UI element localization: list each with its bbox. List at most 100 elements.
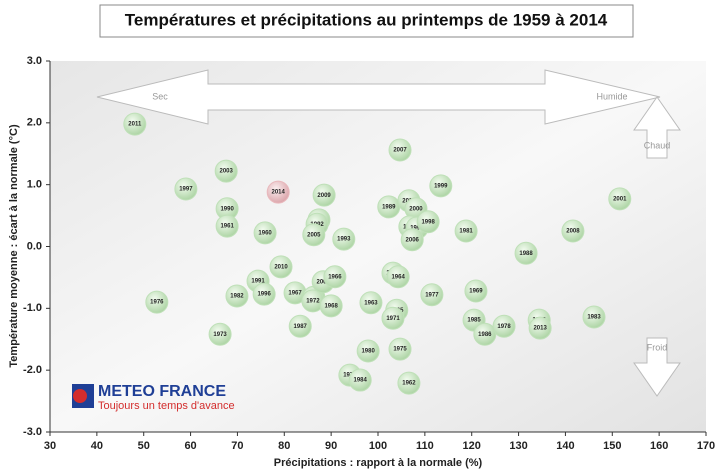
point-label: 1987 bbox=[294, 324, 308, 330]
bubble bbox=[302, 223, 326, 247]
point-label: 1966 bbox=[328, 274, 342, 280]
y-tick-label: -2.0 bbox=[23, 364, 42, 376]
y-tick-label: 3.0 bbox=[27, 55, 42, 67]
x-tick-label: 120 bbox=[463, 440, 481, 452]
point-label: 2004 bbox=[316, 279, 330, 285]
bubble bbox=[514, 241, 538, 265]
logo: METEO FRANCE Toujours un temps d'avance bbox=[72, 383, 235, 412]
bubble bbox=[123, 112, 147, 136]
point-label: 1978 bbox=[497, 324, 511, 330]
y-tick-label: 2.0 bbox=[27, 117, 42, 129]
point-label: 1968 bbox=[324, 303, 338, 309]
point-label: 2007 bbox=[393, 148, 407, 154]
point-label: 1960 bbox=[258, 230, 272, 236]
bubble bbox=[312, 183, 336, 207]
bubble bbox=[420, 283, 444, 307]
bubble bbox=[454, 219, 478, 243]
logo-icon bbox=[73, 389, 87, 403]
arrow-up bbox=[633, 96, 681, 159]
point-label: 1989 bbox=[382, 205, 396, 211]
chart-title: Températures et précipitations au printe… bbox=[125, 10, 608, 29]
point-label: 1996 bbox=[257, 292, 271, 298]
arrow-down bbox=[633, 337, 681, 397]
bubble bbox=[400, 228, 424, 252]
point-label: 1964 bbox=[391, 274, 405, 280]
annotation: Sec bbox=[152, 91, 168, 101]
point-label: 1962 bbox=[402, 381, 416, 387]
bubble bbox=[214, 159, 238, 183]
y-axis-label: Température moyenne : écart à la normale… bbox=[8, 124, 20, 368]
point-label: 1980 bbox=[361, 349, 375, 355]
point-label: 1971 bbox=[386, 316, 400, 322]
bubble bbox=[266, 180, 290, 204]
point-label: 1977 bbox=[425, 292, 439, 298]
point-label: 2006 bbox=[406, 237, 420, 243]
bubble bbox=[215, 214, 239, 238]
point-label: 1967 bbox=[288, 290, 302, 296]
bubble bbox=[359, 291, 383, 315]
bubble bbox=[528, 316, 552, 340]
bubble bbox=[253, 221, 277, 245]
annotation: Humide bbox=[596, 91, 627, 101]
bubble bbox=[416, 210, 440, 234]
point-label: 1981 bbox=[459, 229, 473, 235]
bubble bbox=[388, 138, 412, 162]
bubble bbox=[492, 314, 516, 338]
point-label: 2008 bbox=[566, 229, 580, 235]
bubble bbox=[464, 279, 488, 303]
arrow-horizontal bbox=[96, 69, 661, 125]
logo-name: METEO FRANCE bbox=[98, 383, 226, 400]
bubble bbox=[208, 322, 232, 346]
x-tick-label: 50 bbox=[138, 440, 150, 452]
x-tick-label: 80 bbox=[278, 440, 290, 452]
x-tick-label: 160 bbox=[650, 440, 668, 452]
point-label: 1972 bbox=[306, 298, 320, 304]
point-label: 2003 bbox=[220, 169, 234, 175]
point-label: 1985 bbox=[467, 318, 481, 324]
x-tick-label: 90 bbox=[325, 440, 337, 452]
bubble bbox=[561, 219, 585, 243]
bubble bbox=[174, 177, 198, 201]
x-tick-label: 60 bbox=[184, 440, 196, 452]
x-tick-label: 70 bbox=[231, 440, 243, 452]
bubble bbox=[386, 265, 410, 289]
x-tick-label: 150 bbox=[603, 440, 621, 452]
point-label: 1963 bbox=[364, 300, 378, 306]
y-tick-label: 1.0 bbox=[27, 179, 42, 191]
bubble bbox=[252, 282, 276, 306]
point-label: 2013 bbox=[533, 326, 547, 332]
plot-area bbox=[50, 61, 706, 432]
x-tick-label: 110 bbox=[416, 440, 434, 452]
point-label: 1969 bbox=[469, 289, 483, 295]
point-label: 1975 bbox=[393, 347, 407, 353]
bubble bbox=[145, 290, 169, 314]
point-label: 1973 bbox=[213, 332, 227, 338]
y-tick-label: 0.0 bbox=[27, 240, 42, 252]
point-label: 1988 bbox=[519, 251, 533, 257]
bubble bbox=[288, 314, 312, 338]
x-tick-label: 170 bbox=[697, 440, 715, 452]
x-tick-label: 100 bbox=[369, 440, 387, 452]
point-label: 1993 bbox=[337, 237, 351, 243]
point-label: 1961 bbox=[220, 224, 234, 230]
arrows bbox=[96, 69, 681, 397]
point-label: 2011 bbox=[128, 122, 142, 128]
point-label: 2010 bbox=[274, 264, 288, 270]
x-tick-label: 40 bbox=[91, 440, 103, 452]
point-label: 1983 bbox=[587, 315, 601, 321]
point-label: 2000 bbox=[409, 206, 423, 212]
bubble bbox=[582, 305, 606, 329]
bubble bbox=[348, 368, 372, 392]
x-tick-label: 140 bbox=[556, 440, 574, 452]
point-label: 2005 bbox=[307, 232, 321, 238]
x-axis-label: Précipitations : rapport à la normale (%… bbox=[274, 457, 483, 469]
point-label: 2014 bbox=[272, 190, 286, 196]
bubble bbox=[397, 371, 421, 395]
point-label: 2009 bbox=[317, 193, 331, 199]
bubble bbox=[381, 306, 405, 330]
annotation: Froid bbox=[647, 342, 668, 352]
point-label: 1999 bbox=[434, 183, 448, 189]
point-label: 1997 bbox=[179, 187, 193, 193]
y-tick-label: -1.0 bbox=[23, 302, 42, 314]
